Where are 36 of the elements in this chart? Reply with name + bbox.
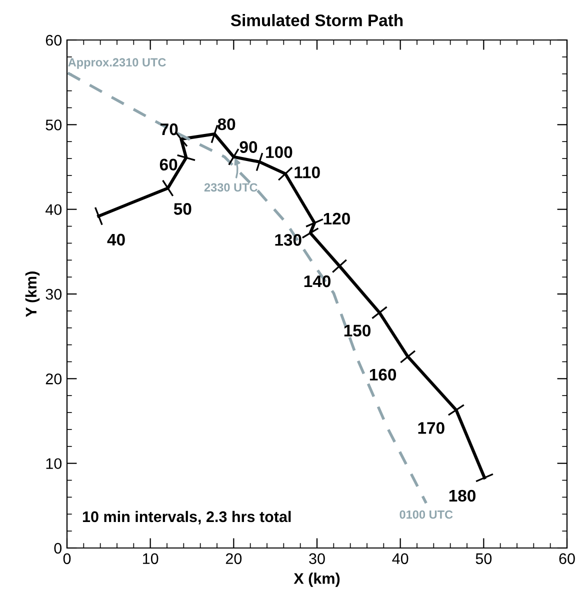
annotation: 10 min intervals, 2.3 hrs total [82, 510, 291, 524]
x-tick-label: 40 [392, 553, 408, 564]
annotation: 170 [418, 422, 444, 434]
annotation: 150 [344, 324, 370, 337]
annotation: 180 [449, 490, 476, 502]
x-tick-label: 10 [143, 553, 158, 564]
annotation: 90 [240, 141, 258, 153]
annotation: 80 [218, 118, 236, 130]
annotation: 130 [275, 234, 302, 246]
annotation: Approx.2310 UTC [68, 58, 166, 69]
x-tick-label: 30 [309, 553, 325, 564]
y-tick-label: 30 [46, 288, 62, 300]
annotation: 160 [370, 368, 396, 381]
y-tick-label: 0 [54, 542, 62, 554]
annotation: 100 [266, 146, 292, 158]
y-tick-label: 60 [46, 34, 62, 46]
annotation: 2330 UTC [204, 183, 258, 192]
x-tick-label: 20 [226, 553, 242, 564]
y-tick-label: 20 [46, 374, 62, 384]
x-tick-label: 0 [63, 553, 71, 564]
annotation: 60 [160, 158, 178, 170]
y-tick-label: 10 [46, 458, 62, 470]
annotation: 140 [304, 275, 330, 288]
x-axis-title: X (km) [294, 572, 340, 587]
x-tick-label: 60 [559, 553, 575, 564]
y-tick-label: 40 [46, 204, 62, 216]
annotation: 40 [107, 234, 125, 246]
annotation: 120 [324, 212, 350, 225]
chart-title: Simulated Storm Path [230, 14, 403, 26]
annotation: 0100 UTC [400, 510, 453, 519]
y-axis-title: Y (km) [25, 272, 40, 317]
annotation: 50 [174, 203, 192, 215]
x-tick-label: 50 [476, 553, 492, 564]
annotation: 70 [160, 123, 178, 136]
annotation: 110 [294, 166, 320, 178]
y-tick-label: 50 [46, 120, 62, 130]
